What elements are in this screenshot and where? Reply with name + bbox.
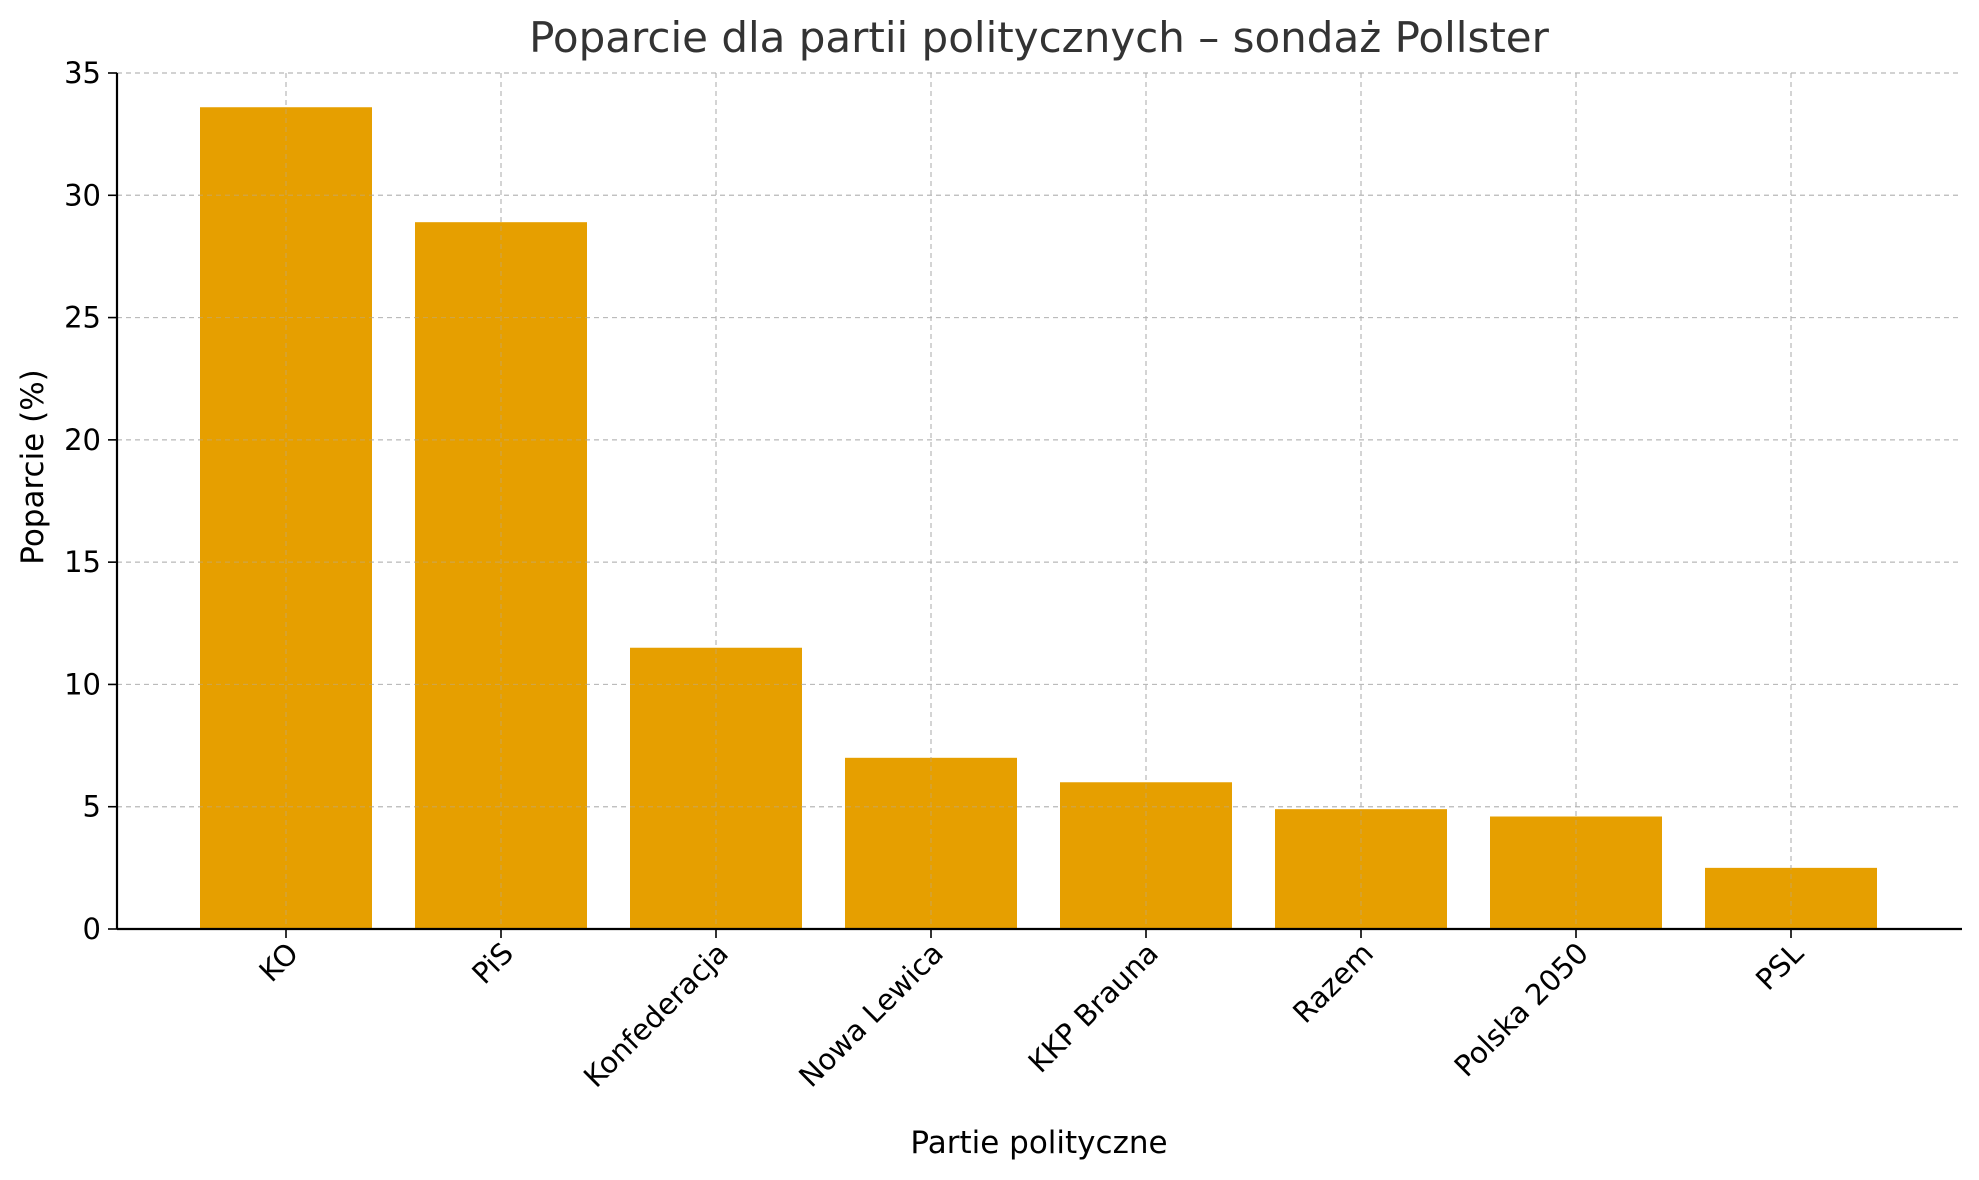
bar-ko	[200, 107, 372, 930]
x-tick-label: PSL	[1749, 936, 1810, 997]
y-tick-label: 0	[83, 912, 101, 946]
grid-overlay	[117, 72, 1962, 930]
bars	[200, 107, 1877, 930]
x-tick-label: Polska 2050	[1448, 936, 1595, 1083]
x-tick-label: Nowa Lewica	[792, 936, 950, 1094]
x-ticks: KO PiS Konfederacja Nowa Lewica KKP Brauna Ra…	[252, 929, 1810, 1094]
bar-konfederacja	[630, 647, 802, 929]
x-tick-label: Konfederacja	[577, 936, 735, 1094]
y-tick-label: 20	[64, 423, 101, 457]
axes	[115, 73, 1962, 931]
bar-razem	[1275, 809, 1447, 929]
y-tick-label: 15	[64, 545, 101, 579]
y-tick-label: 5	[83, 790, 101, 824]
x-tick-label: KKP Brauna	[1021, 936, 1164, 1079]
bar-psl	[1705, 867, 1877, 929]
y-ticks: 0 5 10 15 20 25 30 35	[64, 56, 117, 946]
x-tick-label: Razem	[1286, 936, 1380, 1030]
bar-pis	[415, 222, 587, 929]
y-axis-title: Poparcie (%)	[15, 369, 51, 565]
y-tick-label: 25	[64, 301, 101, 335]
x-axis-title: Partie polityczne	[910, 1125, 1167, 1161]
grid	[117, 72, 1962, 930]
y-tick-label: 10	[64, 667, 101, 701]
bar-polska-2050	[1490, 816, 1662, 929]
bar-nowa-lewica	[845, 757, 1017, 929]
chart-title: Poparcie dla partii politycznych – sonda…	[529, 13, 1550, 62]
x-tick-label: PiS	[465, 936, 520, 991]
bar-kkp-brauna	[1060, 782, 1232, 929]
y-tick-label: 35	[64, 56, 101, 90]
y-tick-label: 30	[64, 178, 101, 212]
x-tick-label: KO	[252, 936, 305, 989]
